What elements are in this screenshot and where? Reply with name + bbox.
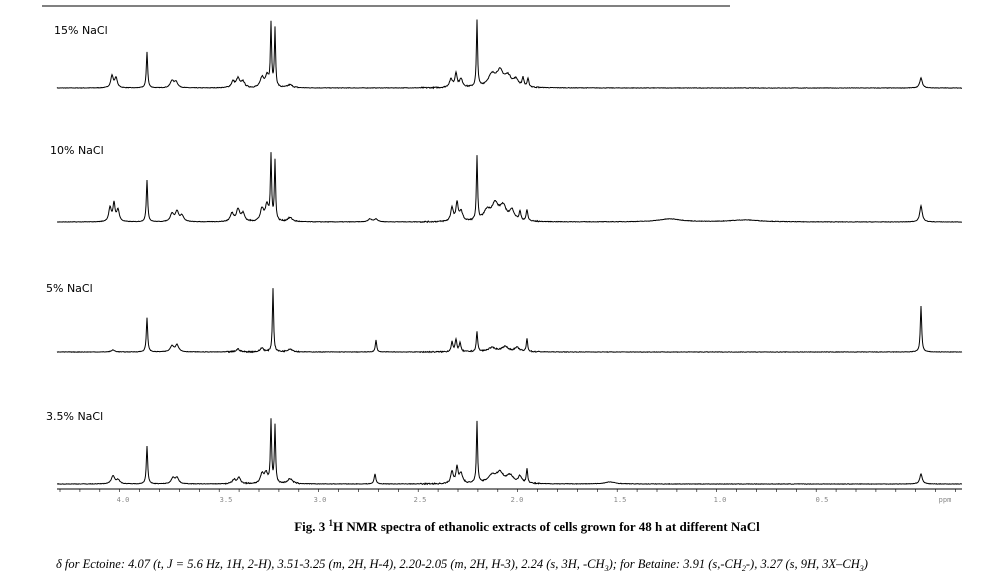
panel-label: 5% NaCl — [46, 282, 93, 295]
tick-label: 3.5 — [220, 496, 233, 504]
footnote-text: ) — [863, 557, 868, 571]
axis-ticks: 4.0 3.5 3.0 2.5 2.0 1.5 1.0 0.5 ppm — [59, 489, 956, 504]
spectrum-trace — [56, 19, 963, 90]
caption: Fig. 3 1H NMR spectra of ethanolic extra… — [294, 518, 760, 534]
footnote-text: ); for Betaine: 3.91 (s,-CH — [608, 557, 743, 571]
spectra — [56, 19, 963, 486]
footnote-subscript: 3 — [859, 564, 864, 573]
footnote-text: -), 3.27 (s, 9H, 3X–CH — [746, 557, 861, 571]
tick-label: 1.5 — [614, 496, 627, 504]
footnote-text: δ for Ectoine: 4.07 (t, J = 5.6 Hz, 1H, … — [56, 557, 606, 571]
tick-label: 0.5 — [816, 496, 829, 504]
spectrum-trace — [57, 418, 963, 486]
tick-label: 1.0 — [714, 496, 727, 504]
footnote: δ for Ectoine: 4.07 (t, J = 5.6 Hz, 1H, … — [56, 557, 868, 573]
tick-label: 3.0 — [314, 496, 327, 504]
panel-label: 10% NaCl — [50, 144, 104, 157]
caption-label: Fig. 3 — [294, 519, 326, 534]
spectrum-trace — [56, 152, 963, 224]
tick-label: 4.0 — [117, 496, 130, 504]
tick-label: 2.5 — [414, 496, 427, 504]
footnote-subscript: 2 — [742, 564, 746, 573]
caption-superscript: 1 — [329, 518, 334, 528]
panel-label: 3.5% NaCl — [46, 410, 103, 423]
tick-label: ppm — [939, 496, 952, 504]
caption-text: H NMR spectra of ethanolic extracts of c… — [333, 519, 760, 534]
spectrum-trace — [56, 288, 963, 354]
tick-label: 2.0 — [511, 496, 524, 504]
panel-label: 15% NaCl — [54, 24, 108, 37]
footnote-subscript: 3 — [604, 564, 609, 573]
